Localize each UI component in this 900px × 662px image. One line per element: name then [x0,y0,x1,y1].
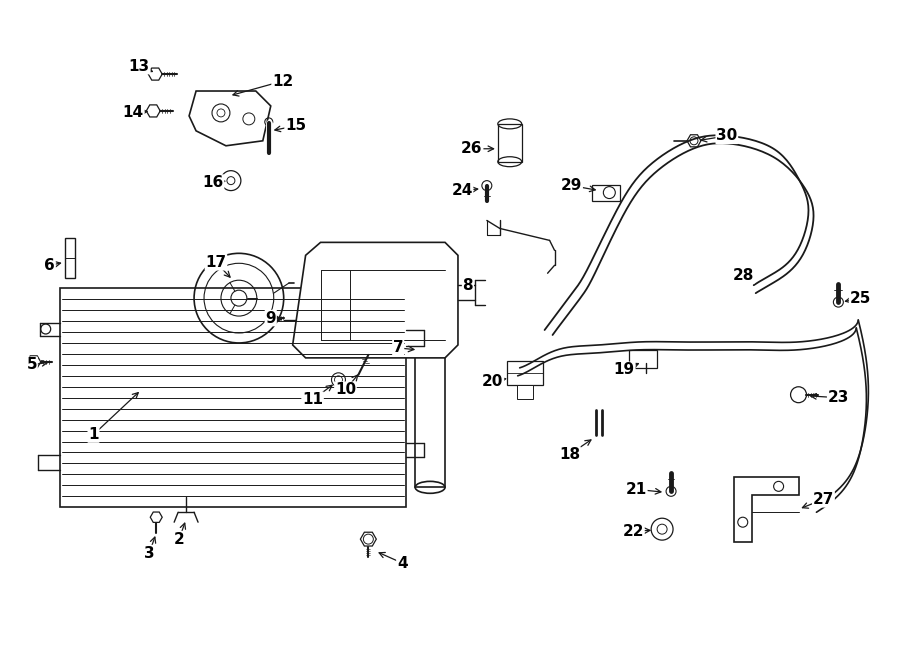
Bar [65,238,75,278]
Text: 10: 10 [335,382,356,397]
Text: 8: 8 [463,277,473,293]
Text: 11: 11 [302,392,323,407]
Text: 7: 7 [393,340,403,355]
Text: 1: 1 [88,427,99,442]
Polygon shape [734,477,798,542]
Text: 22: 22 [623,524,644,539]
Text: 23: 23 [828,390,849,405]
Bar [629,350,657,368]
Bar [415,303,445,487]
Text: 27: 27 [813,492,834,507]
Text: 19: 19 [614,362,634,377]
Text: 21: 21 [626,482,647,497]
Text: 15: 15 [285,118,306,133]
Bar [498,124,522,162]
Text: 30: 30 [716,128,737,143]
Polygon shape [189,91,271,146]
Text: 2: 2 [174,532,184,547]
Text: 18: 18 [559,447,580,462]
Text: 26: 26 [461,141,482,156]
Text: 28: 28 [734,267,754,283]
Text: 24: 24 [451,183,472,198]
Bar [517,385,533,399]
Text: 3: 3 [144,545,155,561]
Bar [592,185,620,201]
Text: 16: 16 [202,175,223,190]
Text: 13: 13 [129,59,150,73]
Text: 6: 6 [44,258,55,273]
Text: 17: 17 [205,255,227,270]
Text: 12: 12 [272,73,293,89]
Bar [507,361,543,385]
Polygon shape [292,242,458,358]
Text: 25: 25 [850,291,871,306]
Text: 4: 4 [397,555,408,571]
Text: 14: 14 [122,105,144,120]
Text: 29: 29 [561,178,582,193]
Text: 9: 9 [266,310,276,326]
Text: 20: 20 [482,374,503,389]
Text: 5: 5 [26,357,37,372]
Bar [59,288,406,507]
